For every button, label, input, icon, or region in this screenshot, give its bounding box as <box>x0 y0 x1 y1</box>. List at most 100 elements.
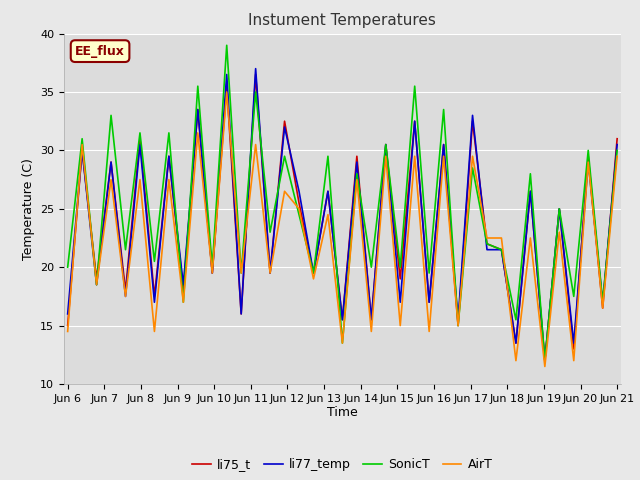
SonicT <box>382 142 390 147</box>
li77_temp <box>165 153 173 159</box>
SonicT <box>223 42 230 48</box>
li75_t <box>78 147 86 153</box>
SonicT <box>64 264 72 270</box>
li77_temp <box>454 317 462 323</box>
AirT <box>194 130 202 136</box>
li75_t <box>468 118 476 124</box>
AirT <box>64 328 72 334</box>
li75_t <box>599 305 607 311</box>
li77_temp <box>237 311 245 317</box>
li75_t <box>527 188 534 194</box>
li75_t <box>454 323 462 328</box>
SonicT <box>454 323 462 328</box>
AirT <box>599 305 607 311</box>
AirT <box>468 153 476 159</box>
li77_temp <box>599 300 607 305</box>
li77_temp <box>266 270 274 276</box>
SonicT <box>324 153 332 159</box>
Legend: li75_t, li77_temp, SonicT, AirT: li75_t, li77_temp, SonicT, AirT <box>188 453 497 476</box>
li75_t <box>498 247 506 252</box>
li75_t <box>209 270 216 276</box>
li75_t <box>64 323 72 328</box>
li75_t <box>584 153 592 159</box>
Text: EE_flux: EE_flux <box>75 45 125 58</box>
AirT <box>165 177 173 182</box>
SonicT <box>136 130 144 136</box>
li75_t <box>570 346 577 352</box>
li75_t <box>483 241 491 247</box>
li77_temp <box>194 107 202 112</box>
AirT <box>382 153 390 159</box>
li75_t <box>179 288 187 293</box>
li77_temp <box>179 282 187 288</box>
li75_t <box>310 270 317 276</box>
SonicT <box>78 136 86 142</box>
SonicT <box>556 206 563 212</box>
li75_t <box>252 72 259 77</box>
li75_t <box>194 107 202 112</box>
li75_t <box>396 276 404 282</box>
li75_t <box>353 153 361 159</box>
SonicT <box>468 165 476 171</box>
li75_t <box>165 153 173 159</box>
li77_temp <box>570 340 577 346</box>
AirT <box>237 270 245 276</box>
li77_temp <box>483 247 491 252</box>
SonicT <box>237 270 245 276</box>
li77_temp <box>468 112 476 118</box>
li75_t <box>266 270 274 276</box>
AirT <box>136 177 144 182</box>
li75_t <box>440 142 447 147</box>
AirT <box>150 328 158 334</box>
AirT <box>498 235 506 241</box>
li77_temp <box>93 282 100 288</box>
AirT <box>411 153 419 159</box>
SonicT <box>570 293 577 300</box>
AirT <box>310 276 317 282</box>
li75_t <box>411 118 419 124</box>
li77_temp <box>310 270 317 276</box>
li75_t <box>541 358 548 363</box>
AirT <box>570 358 577 363</box>
li75_t <box>339 317 346 323</box>
SonicT <box>367 264 375 270</box>
li75_t <box>223 84 230 89</box>
li77_temp <box>353 159 361 165</box>
li77_temp <box>223 72 230 77</box>
AirT <box>367 328 375 334</box>
li77_temp <box>64 311 72 317</box>
li75_t <box>93 276 100 282</box>
AirT <box>223 89 230 95</box>
Title: Instument Temperatures: Instument Temperatures <box>248 13 436 28</box>
li75_t <box>556 206 563 212</box>
li77_temp <box>512 340 520 346</box>
li75_t <box>122 288 129 293</box>
SonicT <box>179 300 187 305</box>
SonicT <box>165 130 173 136</box>
li75_t <box>367 317 375 323</box>
li77_temp <box>295 188 303 194</box>
AirT <box>179 300 187 305</box>
SonicT <box>310 270 317 276</box>
AirT <box>556 229 563 235</box>
SonicT <box>281 153 289 159</box>
SonicT <box>411 84 419 89</box>
li75_t <box>324 188 332 194</box>
li75_t <box>150 293 158 300</box>
li77_temp <box>613 142 621 147</box>
AirT <box>527 235 534 241</box>
li75_t <box>613 136 621 142</box>
li77_temp <box>324 188 332 194</box>
li77_temp <box>209 270 216 276</box>
SonicT <box>599 300 607 305</box>
li77_temp <box>367 317 375 323</box>
SonicT <box>108 112 115 118</box>
SonicT <box>209 264 216 270</box>
SonicT <box>498 247 506 252</box>
SonicT <box>266 229 274 235</box>
li75_t <box>382 142 390 147</box>
AirT <box>353 177 361 182</box>
li77_temp <box>122 293 129 300</box>
SonicT <box>339 340 346 346</box>
li77_temp <box>541 358 548 363</box>
